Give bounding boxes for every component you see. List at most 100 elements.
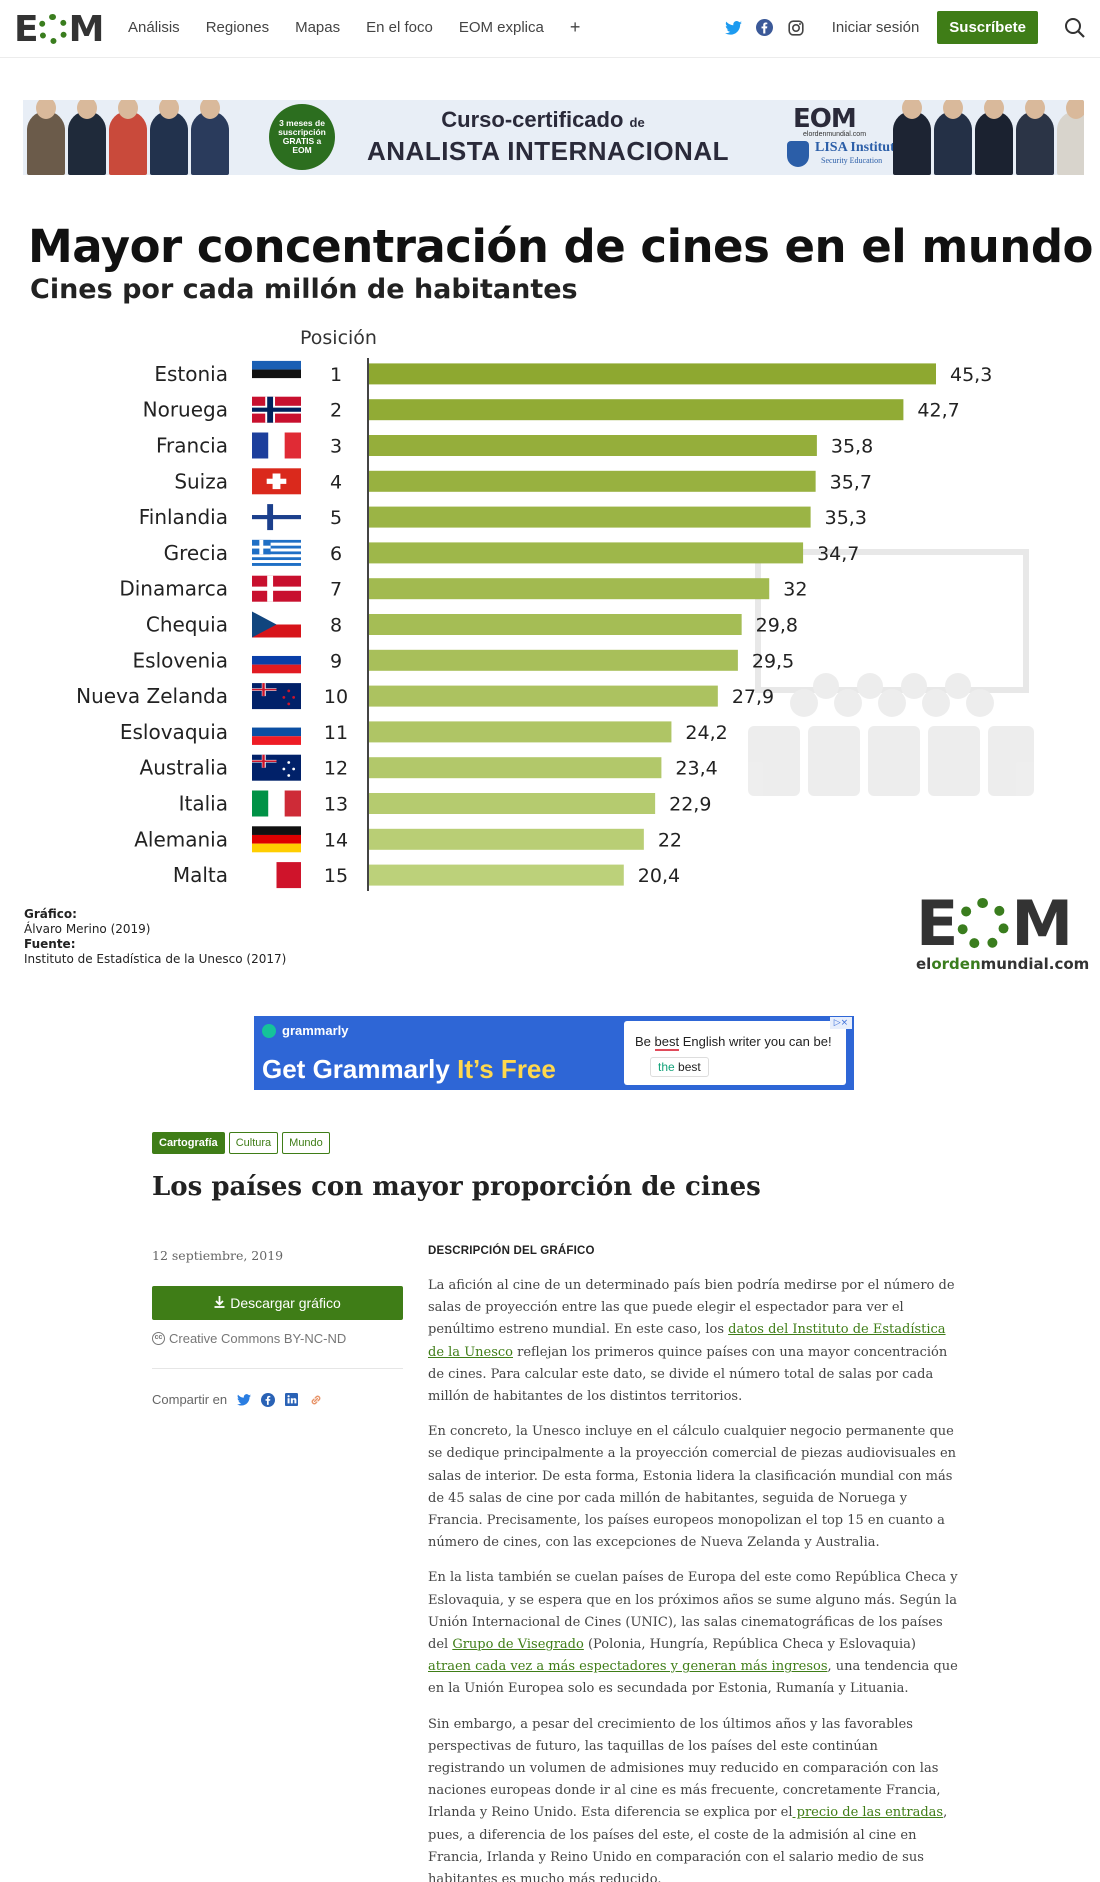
download-chart-button[interactable]: Descargar gráfico	[152, 1286, 403, 1320]
tag-cartografia[interactable]: Cartografía	[152, 1132, 225, 1154]
course-banner[interactable]: 3 meses de suscripción GRATIS a EOM Curs…	[23, 100, 1084, 175]
position-label: 2	[330, 400, 342, 422]
nav-link-en-el-foco[interactable]: En el foco	[366, 19, 433, 36]
link-unesco-data[interactable]: datos del Instituto de Estadística de la…	[428, 1322, 946, 1360]
paragraph-1: La afición al cine de un determinado paí…	[428, 1278, 955, 1405]
link-ticket-price[interactable]: precio de las entradas	[792, 1805, 944, 1821]
nav-link-eom-explica[interactable]: EOM explica	[458, 19, 544, 36]
bar	[368, 614, 742, 635]
bar	[368, 793, 656, 814]
ad-suggestion-box: Be best English writer you can be! the b…	[624, 1021, 846, 1085]
link-visegrado[interactable]: Grupo de Visegrado	[452, 1637, 584, 1653]
position-label: 5	[330, 507, 342, 529]
main-menu: Análisis Regiones Mapas En el foco EOM e…	[128, 17, 606, 38]
position-label: 11	[324, 722, 348, 744]
nav-link-mapas[interactable]: Mapas	[295, 19, 341, 36]
license-label: Creative Commons BY-NC-ND	[169, 1331, 347, 1346]
position-label: 7	[330, 579, 342, 601]
country-label: Suiza	[174, 469, 228, 493]
bar	[368, 506, 811, 528]
value-label: 45,3	[950, 364, 992, 386]
bar	[368, 542, 804, 564]
share-linkedin-icon[interactable]	[284, 1392, 299, 1407]
finland-flag	[252, 504, 301, 531]
value-label: 23,4	[675, 758, 717, 780]
login-link[interactable]: Iniciar sesión	[831, 19, 920, 36]
estonia-flag	[252, 360, 301, 387]
position-label: 12	[324, 758, 348, 780]
cinema-screen-illustration	[748, 549, 1034, 796]
share-label: Compartir en	[152, 1392, 228, 1407]
bar	[368, 757, 662, 779]
country-label: Noruega	[143, 398, 228, 422]
ad-headline: Get Grammarly It’s Free	[262, 1054, 556, 1084]
country-label: Italia	[179, 792, 228, 816]
world-leaders-image-left	[27, 100, 232, 175]
nav-link-analisis[interactable]: Análisis	[128, 19, 180, 36]
license-info[interactable]: cc Creative Commons BY-NC-ND	[152, 1331, 346, 1346]
banner-title-line2: ANALISTA INTERNACIONAL	[367, 136, 729, 166]
country-label: Malta	[173, 863, 228, 887]
denmark-flag	[252, 575, 301, 602]
value-label: 20,4	[638, 865, 680, 887]
share-facebook-icon[interactable]	[260, 1392, 275, 1407]
value-label: 35,7	[830, 471, 872, 493]
bar	[368, 828, 644, 850]
country-label: Nueva Zelanda	[76, 684, 228, 708]
lisa-title: LISA Institute	[815, 140, 901, 155]
position-header: Posición	[300, 327, 377, 349]
country-label: Australia	[140, 756, 228, 780]
bar-group: Estonia 1 45,3 Noruega 2 42,7 Francia 3 35,8 Suiz…	[76, 358, 992, 891]
grammarly-g-icon	[262, 1023, 276, 1038]
chart-credit-label: Gráfico:	[24, 907, 77, 921]
position-label: 8	[330, 615, 342, 637]
value-label: 22	[658, 829, 682, 851]
value-label: 42,7	[917, 400, 959, 422]
value-label: 22,9	[669, 794, 711, 816]
italy-flag	[252, 790, 301, 817]
lisa-shield-icon	[787, 141, 809, 167]
value-label: 32	[783, 579, 807, 601]
article-body: La afición al cine de un determinado paí…	[428, 1275, 958, 1882]
article-title: Los países con mayor proporción de cines	[152, 1172, 761, 1202]
adchoices-icon[interactable]: ▷×	[830, 1017, 852, 1029]
search-icon[interactable]	[1064, 17, 1086, 39]
facebook-icon[interactable]	[756, 19, 774, 37]
position-label: 14	[324, 829, 348, 851]
country-label: Chequia	[146, 613, 228, 637]
bar	[368, 685, 718, 707]
lisa-subtitle: Security Education	[821, 156, 883, 165]
share-twitter-icon[interactable]	[236, 1392, 251, 1407]
country-label: Francia	[156, 434, 228, 458]
free-subscription-badge: 3 meses de suscripción GRATIS a EOM	[269, 104, 335, 170]
value-label: 29,8	[756, 615, 798, 637]
bar	[368, 578, 770, 600]
norway-flag	[252, 396, 301, 423]
position-label: 4	[330, 471, 342, 493]
country-label: Estonia	[154, 362, 228, 386]
banner-title-line1: Curso-certificado de	[441, 107, 645, 132]
value-label: 29,5	[752, 650, 794, 672]
link-more-spectators[interactable]: atraen cada vez a más espectadores y gen…	[428, 1659, 828, 1675]
position-label: 9	[330, 650, 342, 672]
bar	[368, 399, 904, 421]
grammarly-ad[interactable]: grammarly Get Grammarly It’s Free Be bes…	[254, 1016, 854, 1090]
share-bar: Compartir en	[152, 1392, 323, 1407]
switzerland-flag	[252, 468, 301, 495]
instagram-icon[interactable]	[787, 19, 805, 37]
eom-chart-site: elordenmundial.com	[916, 955, 1090, 973]
download-label: Descargar gráfico	[230, 1295, 341, 1311]
paragraph-2: En concreto, la Unesco incluye en el cál…	[428, 1424, 957, 1551]
tag-mundo[interactable]: Mundo	[282, 1132, 330, 1154]
tag-cultura[interactable]: Cultura	[228, 1132, 279, 1154]
nav-more-button[interactable]: +	[569, 17, 581, 37]
world-leaders-image-right	[893, 100, 1084, 175]
australia-flag	[252, 754, 301, 781]
share-link-icon[interactable]	[308, 1392, 323, 1407]
twitter-icon[interactable]	[725, 19, 743, 37]
subscribe-button[interactable]: Suscríbete	[937, 11, 1038, 44]
cinema-bar-chart: Estonia 1 45,3 Noruega 2 42,7 Francia 3 35,8 Suiz…	[76, 358, 1034, 891]
nav-link-regiones[interactable]: Regiones	[205, 19, 270, 36]
